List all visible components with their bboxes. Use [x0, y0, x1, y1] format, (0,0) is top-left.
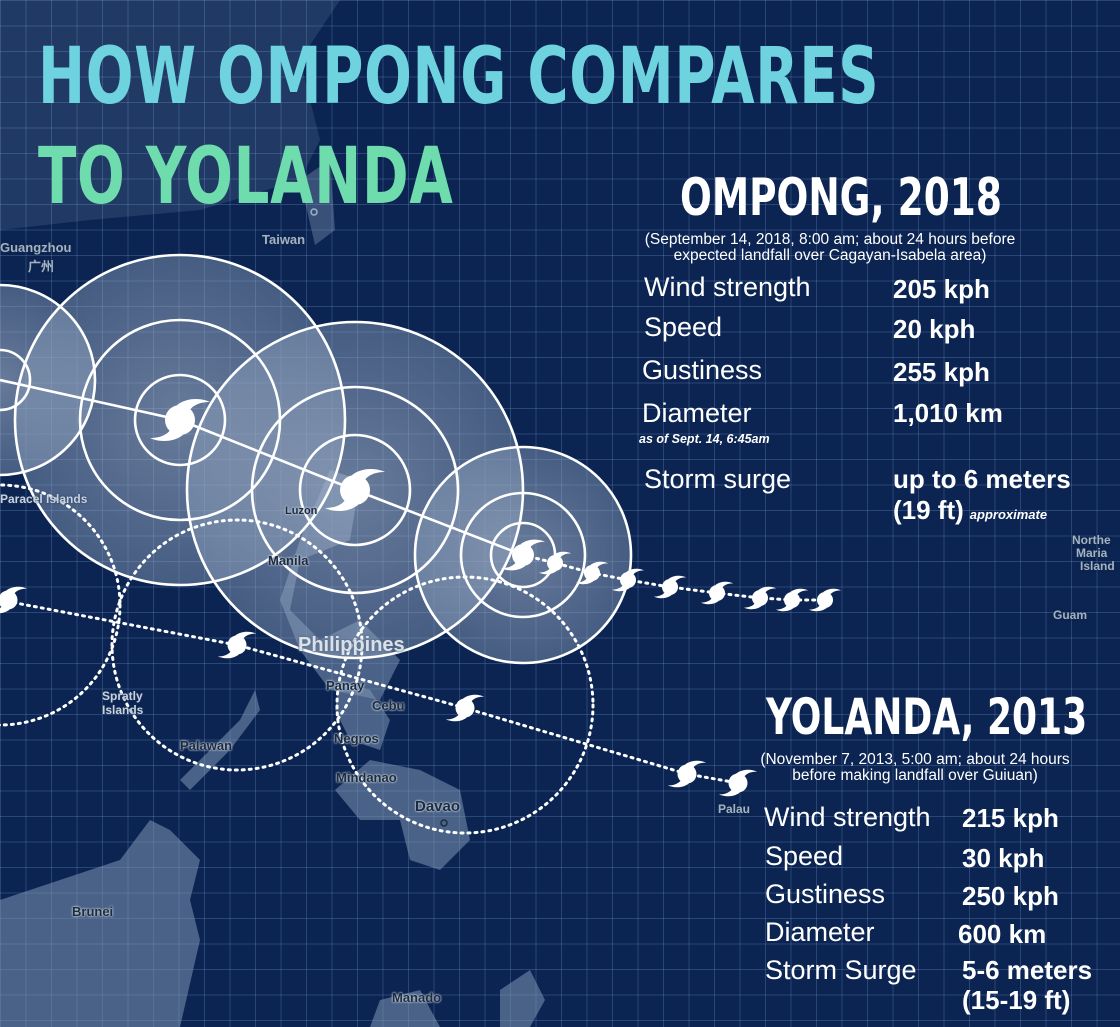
taipei-dot: [310, 208, 318, 216]
ompong-surge-value: up to 6 meters: [893, 464, 1071, 494]
yolanda-note: (November 7, 2013, 5:00 am; about 24 hou…: [730, 752, 1100, 784]
label-paracel: Paracel Islands: [0, 492, 88, 506]
ompong-surge-qualifier: approximate: [969, 507, 1048, 522]
label-davao: Davao: [415, 798, 461, 815]
label-palawan: Palawan: [180, 738, 233, 753]
yolanda-heading: YOLANDA, 2013: [766, 688, 1088, 746]
yolanda-diameter-value: 600 km: [958, 919, 1047, 949]
ompong-wind-label: Wind strength: [644, 272, 811, 302]
typhoon-icon: [218, 631, 256, 659]
typhoon-icon: [668, 760, 706, 788]
ompong-gust-label: Gustiness: [642, 355, 763, 385]
label-negros: Negros: [334, 731, 379, 746]
label-guangzhou: Guangzhou: [0, 240, 72, 255]
label-brunei: Brunei: [72, 904, 114, 919]
label-spratly-2: Islands: [102, 703, 144, 717]
yolanda-gust-label: Gustiness: [765, 879, 886, 909]
yolanda-note-line-2: before making landfall over Guiuan): [792, 767, 1038, 784]
typhoon-icon: [446, 694, 484, 722]
ompong-note-line-1: (September 14, 2018, 8:00 am; about 24 h…: [644, 231, 1016, 248]
ompong-surge-value-2: (19 ft) approximate: [893, 495, 1047, 526]
label-n-mariana-3: Island: [1080, 559, 1115, 573]
label-guangzhou-cn: 广州: [28, 259, 55, 274]
ompong-heading: OMPONG, 2018: [680, 168, 1002, 228]
ompong-gust-value: 255 kph: [893, 357, 990, 387]
label-n-mariana-2: Maria: [1076, 546, 1108, 560]
yolanda-surge-label: Storm Surge: [765, 955, 917, 985]
label-luzon: Luzon: [285, 505, 318, 517]
yolanda-surge-feet: (15-19 ft): [962, 985, 1071, 1015]
yolanda-note-line-1: (November 7, 2013, 5:00 am; about 24 hou…: [760, 751, 1070, 768]
ompong-speed-label: Speed: [644, 312, 723, 342]
title-line-2: TO YOLANDA: [38, 132, 454, 222]
yolanda-wind-label: Wind strength: [764, 802, 931, 832]
label-guam: Guam: [1053, 608, 1088, 622]
yolanda-wind-value: 215 kph: [962, 803, 1059, 833]
yolanda-gust-value: 250 kph: [962, 881, 1059, 911]
ompong-diameter-value: 1,010 km: [893, 398, 1003, 428]
label-mindanao: Mindanao: [336, 770, 397, 785]
label-cebu: Cebu: [372, 698, 405, 713]
label-n-mariana-1: Northe: [1072, 533, 1111, 547]
ompong-diameter-label: Diameter: [642, 398, 752, 428]
yolanda-surge-value: 5-6 meters: [962, 955, 1093, 985]
ompong-note: (September 14, 2018, 8:00 am; about 24 h…: [610, 232, 1050, 264]
label-taiwan: Taiwan: [262, 232, 306, 247]
ompong-surge-feet: (19 ft): [893, 495, 964, 525]
label-manila: Manila: [268, 553, 309, 568]
ompong-wind-field: [0, 255, 631, 663]
ompong-track: [0, 378, 827, 602]
label-spratly-1: Spratly: [102, 689, 143, 703]
ompong-speed-value: 20 kph: [893, 314, 976, 344]
yolanda-diameter-label: Diameter: [765, 917, 875, 947]
label-philippines: Philippines: [298, 634, 405, 656]
ompong-surge-label: Storm surge: [644, 464, 792, 494]
yolanda-speed-label: Speed: [765, 841, 844, 871]
label-palau: Palau: [718, 802, 751, 816]
label-panay: Panay: [326, 678, 365, 693]
ompong-note-line-2: expected landfall over Cagayan-Isabela a…: [673, 247, 987, 264]
title-line-1: HOW OMPONG COMPARES: [38, 32, 880, 122]
ompong-wind-value: 205 kph: [893, 274, 990, 304]
typhoon-icon: [0, 586, 27, 614]
ompong-diameter-sublabel: as of Sept. 14, 6:45am: [639, 432, 770, 446]
label-manado: Manado: [392, 990, 442, 1005]
yolanda-speed-value: 30 kph: [962, 843, 1045, 873]
typhoon-icon: [701, 581, 733, 605]
davao-dot: [440, 819, 448, 827]
